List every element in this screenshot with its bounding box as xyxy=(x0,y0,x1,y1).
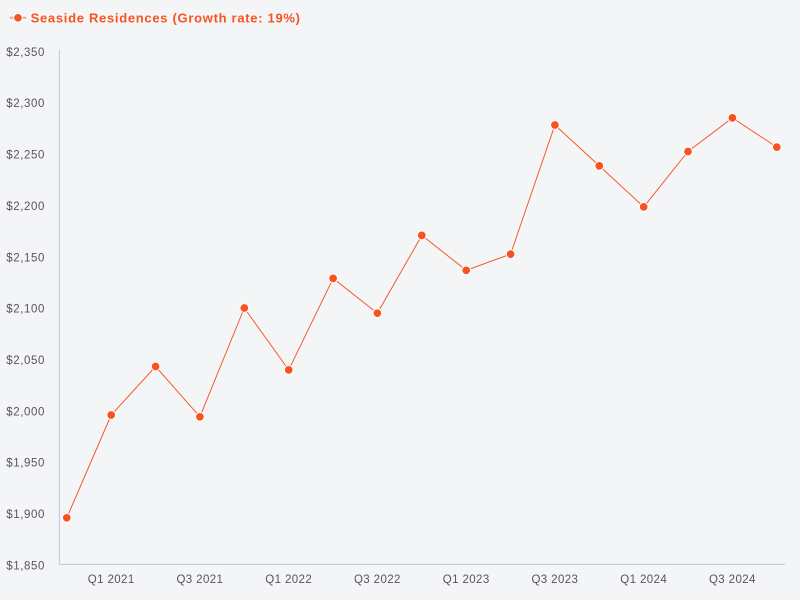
svg-text:$2,200: $2,200 xyxy=(6,201,45,213)
svg-text:$2,250: $2,250 xyxy=(6,150,45,162)
svg-text:$2,100: $2,100 xyxy=(6,304,45,316)
svg-text:Q3 2024: Q3 2024 xyxy=(709,574,756,586)
svg-text:Q1 2024: Q1 2024 xyxy=(620,574,667,586)
svg-text:$2,300: $2,300 xyxy=(6,98,45,110)
svg-text:Q3 2022: Q3 2022 xyxy=(354,574,401,586)
svg-text:Seaside Residences (Growth rat: Seaside Residences (Growth rate: 19%) xyxy=(31,11,301,26)
svg-text:$2,050: $2,050 xyxy=(6,355,45,367)
svg-text:Q3 2021: Q3 2021 xyxy=(176,574,223,586)
svg-text:Q1 2021: Q1 2021 xyxy=(88,574,135,586)
svg-text:$1,850: $1,850 xyxy=(6,560,45,572)
svg-text:$2,000: $2,000 xyxy=(6,406,45,418)
svg-text:Q1 2022: Q1 2022 xyxy=(265,574,312,586)
svg-text:$1,900: $1,900 xyxy=(6,509,45,521)
svg-text:$2,150: $2,150 xyxy=(6,252,45,264)
svg-text:Q1 2023: Q1 2023 xyxy=(443,574,490,586)
svg-text:Q3 2023: Q3 2023 xyxy=(531,574,578,586)
svg-text:$2,350: $2,350 xyxy=(6,47,45,59)
svg-text:$1,950: $1,950 xyxy=(6,458,45,470)
